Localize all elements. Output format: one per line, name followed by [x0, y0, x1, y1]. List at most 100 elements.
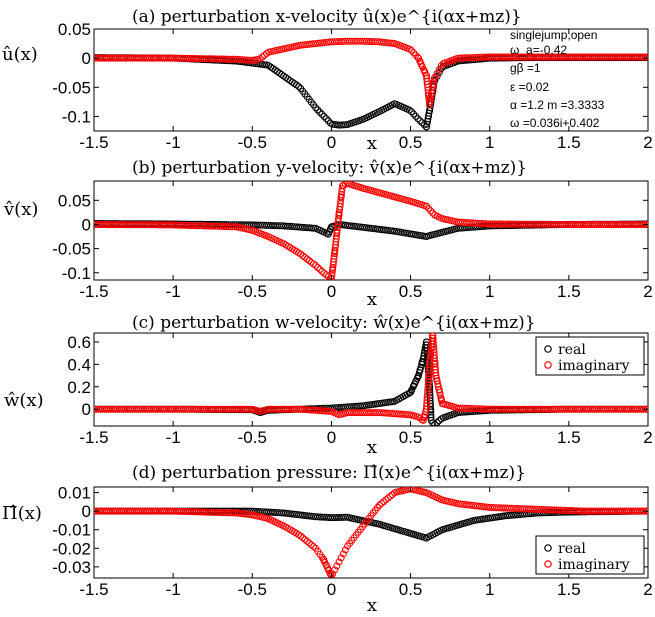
- x-tick-label: 2: [643, 580, 652, 599]
- x-axis-label: x: [367, 595, 377, 616]
- data-point: [403, 411, 411, 419]
- data-point: [642, 53, 648, 61]
- data-point: [339, 550, 347, 558]
- x-tick-label: 2: [643, 282, 652, 301]
- legend-box: [535, 535, 645, 575]
- x-tick-label: 2: [643, 133, 652, 152]
- y-tick-label: 0: [82, 49, 91, 68]
- data-point: [297, 250, 305, 258]
- series-imaginary: [94, 487, 648, 578]
- data-point: [388, 39, 396, 47]
- data-point: [410, 110, 418, 118]
- data-point: [341, 121, 349, 129]
- y-tick-label: 0: [82, 215, 91, 234]
- data-point: [303, 255, 311, 263]
- data-point: [297, 532, 305, 540]
- series-group: [94, 37, 648, 131]
- data-point: [640, 53, 648, 61]
- panel-b: -1.5 -1 -0.5 0 0.5 1 1.5 2 0.05 0 -0.05 -0.1 (b) per…: [3, 158, 653, 310]
- x-tick-label: 2: [643, 428, 652, 447]
- series-series-2: [94, 37, 648, 109]
- panel-title: (b) perturbation y-velocity: v̂(x)e^{i(α…: [132, 158, 527, 178]
- y-tick-label: 0.05: [58, 191, 91, 210]
- x-tick-label: 1: [485, 282, 494, 301]
- x-tick-label: -1.5: [79, 133, 108, 152]
- legend-label: imaginary: [558, 358, 630, 374]
- y-tick-label: -0.02: [52, 539, 91, 558]
- data-point: [427, 416, 435, 424]
- x-tick-label: -0.5: [238, 428, 267, 447]
- legend-marker: [544, 560, 552, 568]
- data-point: [376, 501, 383, 509]
- data-point: [335, 558, 343, 566]
- y-axis-label: Π̂(x): [2, 503, 42, 524]
- data-point: [384, 494, 392, 502]
- data-point: [299, 534, 307, 542]
- data-point: [642, 405, 648, 413]
- x-tick-label: -1: [166, 282, 181, 301]
- data-point: [324, 407, 332, 415]
- y-tick-label: 0.01: [58, 484, 91, 503]
- data-point: [310, 543, 317, 550]
- annotation-line: α =1.2 m =3.3333: [510, 98, 605, 112]
- data-point: [642, 221, 648, 228]
- annotation-line: ω =0.036i+0.402: [510, 116, 600, 130]
- data-point: [314, 264, 322, 271]
- data-point: [324, 117, 332, 125]
- x-tick-label: 1.5: [557, 428, 581, 447]
- panel-title: (c) perturbation w-velocity: ŵ(x)e^{i(αx…: [132, 313, 536, 333]
- y-tick-label: -0.05: [52, 240, 91, 259]
- x-tick-label: 0: [327, 580, 336, 599]
- data-point: [295, 82, 303, 90]
- data-point: [427, 207, 435, 215]
- data-point: [425, 205, 432, 212]
- y-tick-label: 0.4: [67, 355, 91, 374]
- x-tick-label: -1.5: [79, 580, 108, 599]
- y-tick-label: 0.2: [67, 378, 91, 397]
- data-point: [318, 110, 326, 118]
- data-point: [305, 257, 313, 265]
- annotation-line: singlejump,open: [510, 28, 597, 42]
- panel-title: (d) perturbation pressure: Π̂(x)e^{i(αx+…: [132, 463, 526, 483]
- data-point: [246, 405, 253, 413]
- data-point: [314, 106, 322, 114]
- x-tick-label: 1: [485, 580, 494, 599]
- data-point: [310, 260, 317, 268]
- x-tick-label: -1: [166, 428, 181, 447]
- panel-title: (a) perturbation x-velocity û(x)e^{i(αx+…: [132, 7, 522, 27]
- data-point: [337, 554, 345, 562]
- x-tick-label: 1.5: [557, 282, 581, 301]
- data-point: [231, 223, 239, 231]
- data-point: [433, 419, 441, 426]
- x-tick-label: -0.5: [238, 282, 267, 301]
- y-tick-label: -0.1: [62, 107, 91, 126]
- legend-marker: [544, 345, 552, 353]
- data-point: [378, 499, 386, 507]
- y-axis-label: v̂(x): [3, 199, 38, 220]
- data-point: [644, 53, 648, 61]
- x-tick-label: 1: [485, 133, 494, 152]
- data-point: [341, 513, 349, 521]
- series-group: [94, 333, 648, 426]
- y-tick-label: 0: [82, 502, 91, 521]
- y-tick-label: 0.05: [58, 20, 91, 39]
- x-tick-label: -0.5: [238, 133, 267, 152]
- x-tick-label: -0.5: [238, 580, 267, 599]
- data-point: [258, 53, 266, 61]
- data-point: [305, 539, 313, 547]
- x-tick-label: 0: [327, 133, 336, 152]
- data-point: [322, 115, 330, 123]
- data-point: [303, 537, 311, 545]
- x-tick-label: 1: [485, 428, 494, 447]
- y-tick-label: 0: [82, 400, 91, 419]
- data-point: [427, 414, 435, 422]
- legend-label: imaginary: [558, 557, 630, 573]
- plot-frame: [93, 486, 649, 579]
- x-tick-label: 0.5: [399, 133, 423, 152]
- data-point: [410, 49, 418, 57]
- annotation-line: ε =0.02: [510, 80, 549, 94]
